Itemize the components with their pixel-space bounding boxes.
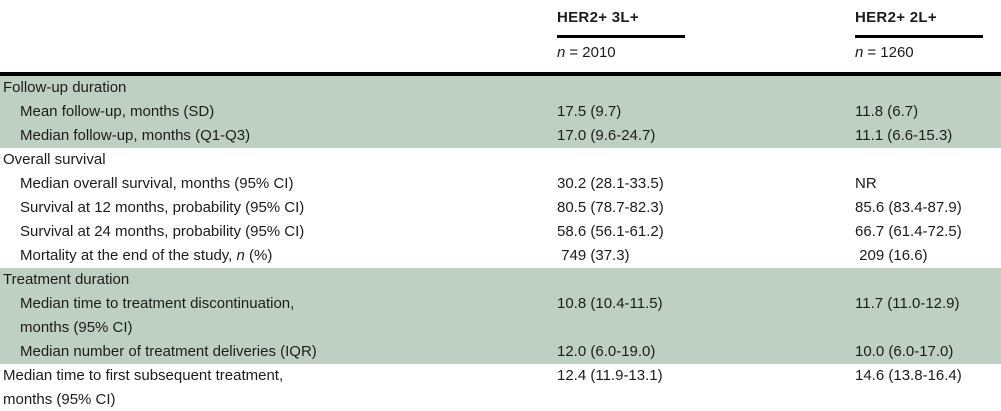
row-label: Mean follow-up, months (SD)	[20, 103, 215, 120]
row-label: Median follow-up, months (Q1-Q3)	[20, 127, 251, 144]
table-row: Median time to first subsequent treatmen…	[0, 364, 1001, 411]
cell-value-3l: 17.5 (9.7)	[557, 103, 622, 120]
section-row: Overall survival	[0, 148, 1001, 172]
header-rule	[0, 72, 1001, 76]
table-row: Survival at 24 months, probability (95% …	[0, 220, 1001, 244]
row-label: Median number of treatment deliveries (I…	[20, 343, 317, 360]
section-title: Overall survival	[3, 151, 106, 168]
cell-value-3l: 12.4 (11.9-13.1)	[557, 367, 663, 384]
n-value: = 2010	[569, 43, 616, 61]
cell-value-2l: 209 (16.6)	[855, 247, 928, 264]
table-row: Mortality at the end of the study, n (%)…	[0, 244, 1001, 268]
row-label: Median time to first subsequent treatmen…	[3, 367, 284, 408]
header-spacer	[0, 0, 557, 72]
section-follow-up-duration: Follow-up duration Mean follow-up, month…	[0, 76, 1001, 148]
section-row: Follow-up duration	[0, 76, 1001, 100]
table-header-row: HER2+ 3L+ n = 2010 HER2+ 2L+ n = 1260	[0, 0, 1001, 72]
n-symbol: n	[855, 43, 864, 61]
column-header-her2-3l: HER2+ 3L+ n = 2010	[557, 0, 855, 72]
cell-value-2l: 66.7 (61.4-72.5)	[855, 223, 962, 240]
cell-value-3l: 749 (37.3)	[557, 247, 630, 264]
cell-value-3l: 58.6 (56.1-61.2)	[557, 223, 664, 240]
n-value: = 1260	[867, 43, 914, 61]
table-row: Median time to treatment discontinuation…	[0, 292, 1001, 340]
cell-value-2l: 11.1 (6.6-15.3)	[855, 127, 953, 144]
cell-value-3l: 10.8 (10.4-11.5)	[557, 295, 663, 312]
cell-value-3l: 12.0 (6.0-19.0)	[557, 343, 656, 360]
table-row: Median overall survival, months (95% CI)…	[0, 172, 1001, 196]
section-title: Follow-up duration	[3, 79, 127, 96]
cell-value-2l: 11.8 (6.7)	[855, 103, 919, 120]
column-underline	[855, 35, 983, 38]
cell-value-3l: 17.0 (9.6-24.7)	[557, 127, 656, 144]
cell-value-2l: 11.7 (11.0-12.9)	[855, 295, 960, 312]
table-row: Mean follow-up, months (SD) 17.5 (9.7) 1…	[0, 100, 1001, 124]
column-underline	[557, 35, 685, 38]
column-title: HER2+ 2L+	[855, 9, 937, 26]
cell-value-2l: 14.6 (13.8-16.4)	[855, 367, 962, 384]
cell-value-2l: 85.6 (83.4-87.9)	[855, 199, 962, 216]
table-row: Survival at 12 months, probability (95% …	[0, 196, 1001, 220]
cell-value-2l: 10.0 (6.0-17.0)	[855, 343, 954, 360]
cell-value-3l: 80.5 (78.7-82.3)	[557, 199, 664, 216]
section-row: Treatment duration	[0, 268, 1001, 292]
row-label: Mortality at the end of the study, n (%)	[20, 247, 273, 264]
section-overall-survival: Overall survival Median overall survival…	[0, 148, 1001, 268]
row-label: Survival at 12 months, probability (95% …	[20, 199, 305, 216]
section-treatment-duration: Treatment duration Median time to treatm…	[0, 268, 1001, 364]
row-label: Median time to treatment discontinuation…	[20, 295, 295, 336]
row-label: Median overall survival, months (95% CI)	[20, 175, 294, 192]
n-symbol: n	[557, 43, 566, 61]
column-title: HER2+ 3L+	[557, 9, 639, 26]
row-label: Survival at 24 months, probability (95% …	[20, 223, 305, 240]
table-row: Median number of treatment deliveries (I…	[0, 340, 1001, 364]
sample-size: n = 1260	[855, 44, 1001, 61]
sample-size: n = 2010	[557, 44, 855, 61]
cell-value-3l: 30.2 (28.1-33.5)	[557, 175, 664, 192]
cell-value-2l: NR	[855, 175, 877, 192]
table-row: Median follow-up, months (Q1-Q3) 17.0 (9…	[0, 124, 1001, 148]
section-subsequent-treatment: Median time to first subsequent treatmen…	[0, 364, 1001, 411]
section-title: Treatment duration	[3, 271, 130, 288]
column-header-her2-2l: HER2+ 2L+ n = 1260	[855, 0, 1001, 72]
